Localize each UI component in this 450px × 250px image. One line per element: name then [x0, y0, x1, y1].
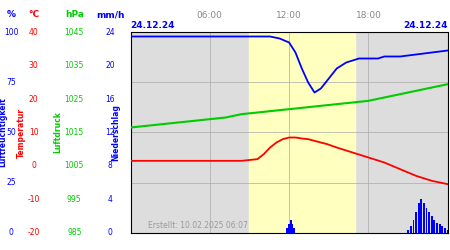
- Bar: [418, 203, 419, 233]
- Text: Luftdruck: Luftdruck: [53, 112, 62, 154]
- Bar: [407, 230, 409, 232]
- Bar: [291, 224, 293, 232]
- Bar: [431, 216, 433, 232]
- Text: 1005: 1005: [64, 161, 84, 170]
- Bar: [447, 230, 449, 232]
- Text: °C: °C: [28, 10, 39, 20]
- Text: Erstellt: 10.02.2025 06:07: Erstellt: 10.02.2025 06:07: [148, 221, 248, 230]
- Text: 50: 50: [6, 128, 16, 137]
- Bar: [439, 224, 441, 232]
- Bar: [415, 212, 417, 233]
- Text: -20: -20: [27, 228, 40, 237]
- Text: 100: 100: [4, 28, 18, 37]
- Bar: [286, 228, 288, 232]
- Text: hPa: hPa: [65, 10, 84, 20]
- Text: 995: 995: [67, 195, 81, 204]
- Text: Niederschlag: Niederschlag: [112, 104, 121, 161]
- Text: 24.12.24: 24.12.24: [130, 21, 175, 30]
- Text: 18:00: 18:00: [356, 11, 381, 20]
- Bar: [413, 220, 414, 232]
- Bar: [444, 228, 446, 232]
- Text: 0: 0: [108, 228, 112, 237]
- Bar: [290, 220, 292, 232]
- Text: 20: 20: [29, 95, 39, 104]
- Text: 25: 25: [6, 178, 16, 187]
- Text: 40: 40: [29, 28, 39, 37]
- Text: 24: 24: [105, 28, 115, 37]
- Bar: [428, 212, 430, 233]
- Bar: [423, 203, 425, 233]
- Text: 8: 8: [108, 161, 112, 170]
- Text: 1035: 1035: [64, 61, 84, 70]
- Bar: [288, 224, 290, 232]
- Text: 75: 75: [6, 78, 16, 87]
- Text: 12:00: 12:00: [276, 11, 302, 20]
- Text: 30: 30: [29, 61, 39, 70]
- Text: 10: 10: [29, 128, 39, 137]
- Text: 1025: 1025: [65, 95, 84, 104]
- Bar: [433, 220, 436, 232]
- Text: -10: -10: [27, 195, 40, 204]
- Text: mm/h: mm/h: [96, 10, 125, 20]
- Text: Luftfeuchtigkeit: Luftfeuchtigkeit: [0, 98, 7, 168]
- Text: 06:00: 06:00: [197, 11, 223, 20]
- Text: 20: 20: [105, 61, 115, 70]
- Text: 985: 985: [67, 228, 81, 237]
- Text: 1045: 1045: [64, 28, 84, 37]
- Text: 4: 4: [108, 195, 112, 204]
- Text: 12: 12: [105, 128, 115, 137]
- Text: 1015: 1015: [65, 128, 84, 137]
- Text: 16: 16: [105, 95, 115, 104]
- Bar: [293, 228, 295, 232]
- Bar: [441, 226, 443, 232]
- Bar: [410, 226, 412, 232]
- Bar: [249, 32, 355, 232]
- Text: 0: 0: [32, 161, 36, 170]
- Text: 24.12.24: 24.12.24: [403, 21, 448, 30]
- Bar: [420, 199, 423, 232]
- Text: %: %: [7, 10, 16, 20]
- Bar: [436, 222, 438, 232]
- Bar: [426, 208, 428, 233]
- Text: 0: 0: [9, 228, 14, 237]
- Text: Temperatur: Temperatur: [17, 108, 26, 158]
